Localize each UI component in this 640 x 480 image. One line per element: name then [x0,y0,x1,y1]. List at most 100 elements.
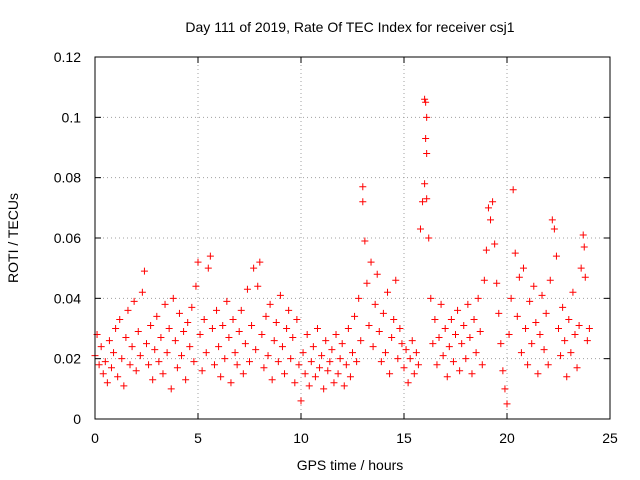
data-point-marker [225,334,233,342]
data-point-marker [274,358,282,366]
data-point-marker [262,312,270,320]
x-tick-label: 5 [194,430,202,446]
data-point-marker [353,358,361,366]
data-point-marker [575,321,583,329]
data-point-marker [301,370,309,378]
data-point-marker [421,180,429,188]
data-point-marker [340,382,348,390]
data-point-marker [116,315,124,323]
grid-layer [95,57,610,419]
data-point-marker [519,264,527,272]
data-point-marker [334,370,342,378]
data-point-marker [476,328,484,336]
data-point-marker [120,382,128,390]
data-point-marker [524,361,532,369]
data-point-marker [419,198,427,206]
data-point-marker [423,150,431,158]
data-point-marker [136,352,144,360]
data-point-marker [328,346,336,354]
data-point-marker [175,309,183,317]
data-point-marker [332,331,340,339]
data-point-marker [330,379,338,387]
data-point-marker [480,276,488,284]
data-point-marker [145,361,153,369]
data-point-marker [410,370,418,378]
data-point-marker [167,385,175,393]
data-point-marker [281,370,289,378]
data-point-marker [217,373,225,381]
data-point-marker [342,361,350,369]
data-point-marker [550,225,558,233]
data-point-marker [313,325,321,332]
data-point-marker [359,183,367,191]
data-point-marker [311,373,319,381]
data-point-marker [124,306,132,314]
data-point-marker [338,340,346,348]
data-point-marker [346,373,354,381]
data-point-marker [184,318,192,326]
data-point-marker [359,198,367,206]
data-point-marker [349,349,356,357]
data-point-marker [526,297,534,305]
data-point-marker [221,355,229,363]
data-point-marker [95,361,103,369]
data-point-marker [435,334,443,342]
data-point-marker [190,358,198,366]
data-point-marker [276,291,284,299]
data-point-marker [439,352,447,360]
data-point-marker [254,282,262,290]
data-point-marker [227,379,235,387]
data-point-marker [499,367,507,375]
y-axis-title: ROTI / TECUs [5,193,21,283]
data-point-marker [149,376,157,384]
data-point-marker [165,325,173,332]
data-point-marker [299,349,307,357]
data-point-marker [248,321,256,329]
data-point-marker [517,349,525,357]
data-point-marker [287,355,295,363]
data-point-marker [351,312,359,320]
data-point-marker [297,397,305,405]
data-point-marker [264,352,272,360]
data-point-marker [379,309,387,317]
data-point-marker [565,315,573,323]
data-point-marker [307,358,315,366]
data-point-marker [239,370,247,378]
data-point-marker [326,358,334,366]
x-axis-title: GPS time / hours [297,457,404,473]
data-point-marker [390,315,398,323]
data-point-marker [256,258,264,266]
y-tick-label: 0.1 [62,109,82,125]
data-point-marker [143,340,150,348]
data-point-marker [237,306,245,314]
data-point-marker [402,346,410,354]
data-point-marker [557,352,565,360]
data-point-marker [213,306,221,314]
data-point-marker [320,385,328,393]
data-point-marker [128,343,136,351]
data-point-marker [316,364,324,372]
data-point-marker [422,134,430,142]
data-point-marker [260,364,268,372]
data-point-marker [270,337,278,345]
data-point-marker [324,367,332,375]
data-point-marker [186,343,194,351]
data-point-marker [445,343,453,351]
data-point-marker [371,300,379,308]
data-point-marker [99,370,107,378]
data-point-marker [400,364,408,372]
y-tick-label: 0.08 [54,170,81,186]
data-point-marker [246,358,253,366]
data-point-marker [159,370,167,378]
data-point-marker [357,337,365,345]
data-point-marker [422,98,430,106]
data-point-marker [295,361,303,369]
data-point-marker [530,282,538,290]
data-point-marker [355,294,363,302]
data-point-marker [101,358,109,366]
data-point-marker [361,237,369,245]
plot-frame [94,56,611,420]
data-point-marker [138,288,146,296]
x-tick-label: 0 [91,430,99,446]
data-point-marker [365,321,373,329]
